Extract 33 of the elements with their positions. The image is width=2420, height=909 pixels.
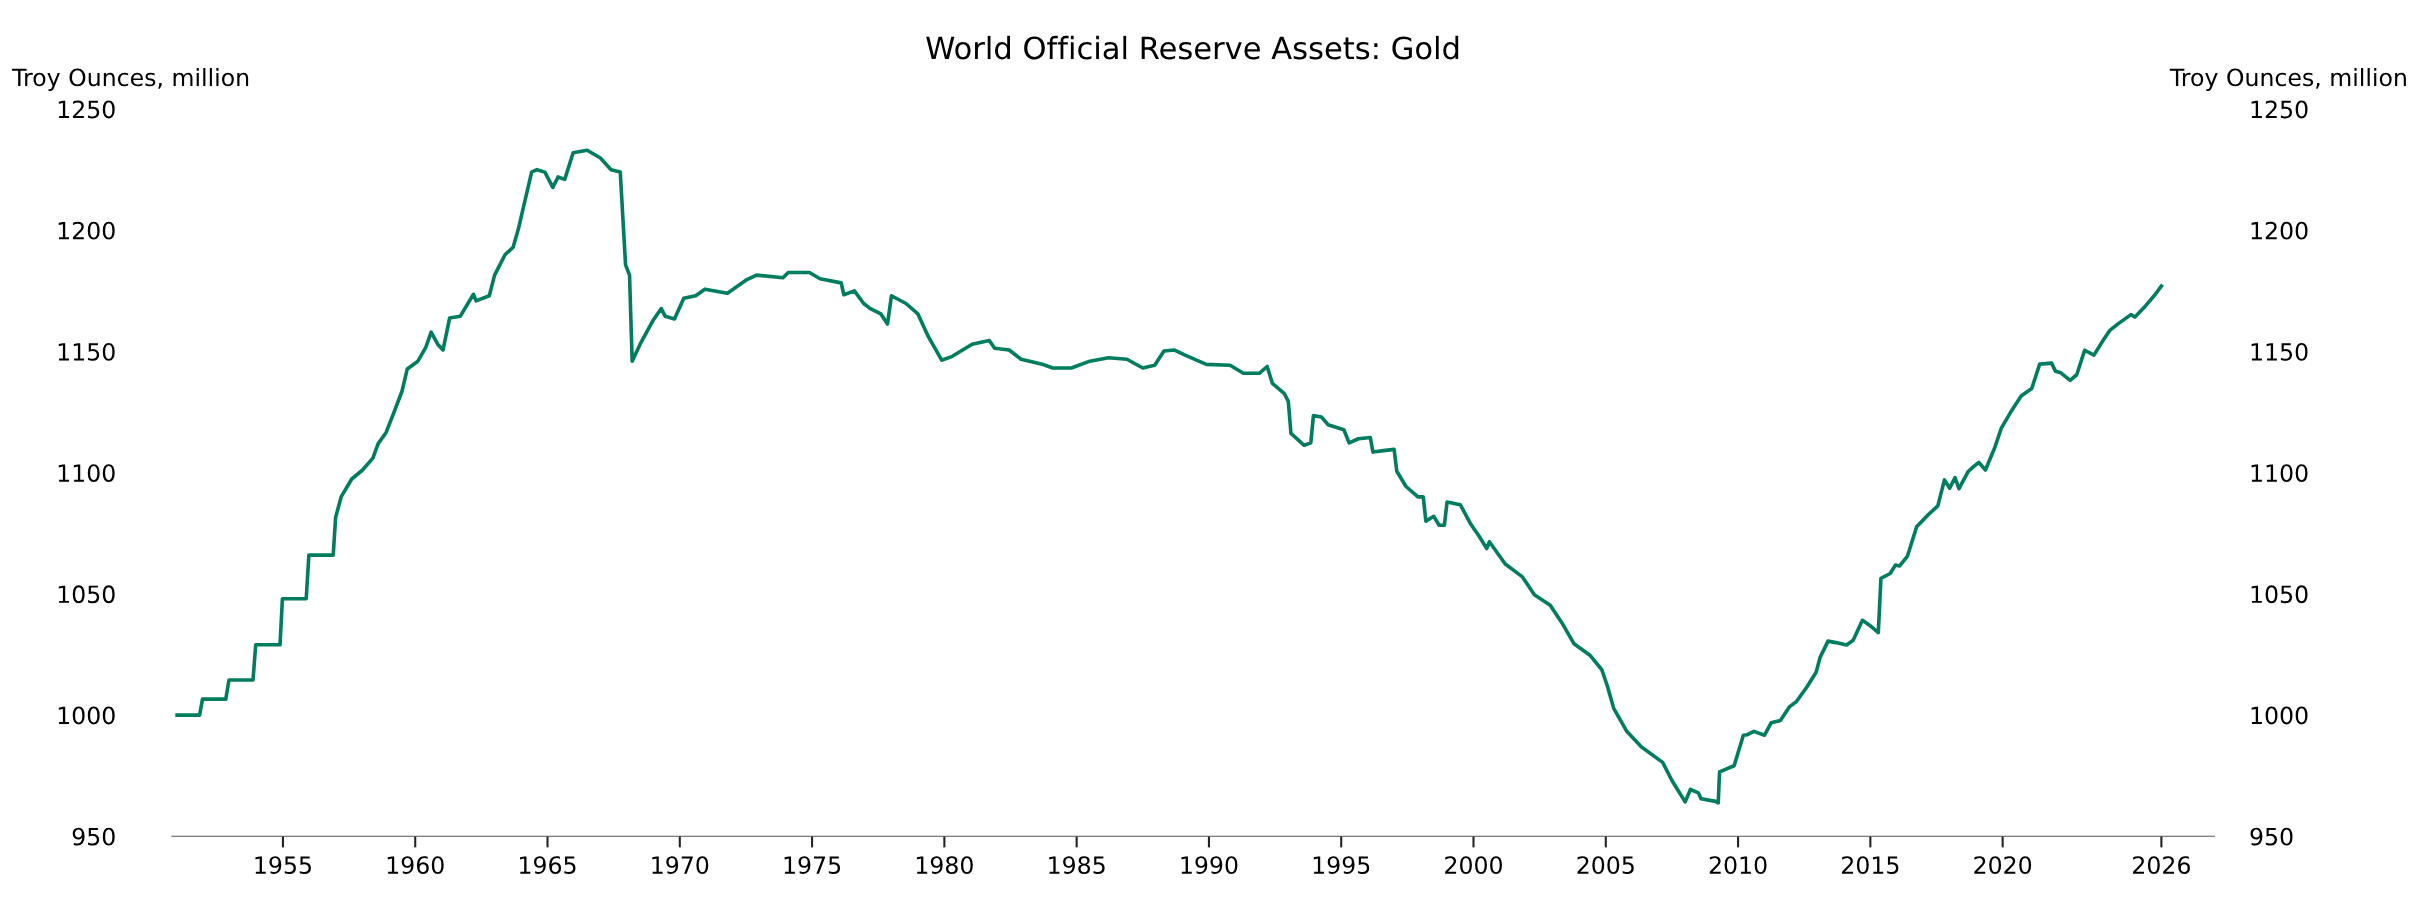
x-tick-label: 1985 bbox=[1049, 856, 1105, 874]
x-tick-label: 1980 bbox=[916, 856, 973, 874]
x-tick-label: 1960 bbox=[387, 856, 444, 874]
x-tick-label: 1955 bbox=[255, 856, 311, 874]
y2-tick-label: 1000 bbox=[2251, 706, 2308, 725]
y-axis-title: Troy Ounces, million bbox=[12, 68, 249, 91]
x-tick-label: 1975 bbox=[784, 856, 841, 874]
y2-tick-label: 1250 bbox=[2251, 100, 2308, 119]
y-tick-label: 1150 bbox=[58, 342, 115, 361]
x-tick-label: 1990 bbox=[1181, 856, 1238, 874]
y2-axis-title: Troy Ounces, million bbox=[2169, 68, 2406, 91]
y-tick-label: 1050 bbox=[58, 585, 115, 604]
x-tick-label: 2015 bbox=[1842, 856, 1899, 874]
y2-tick-label: 1100 bbox=[2251, 464, 2308, 482]
y2-tick-label: 1200 bbox=[2251, 221, 2308, 240]
y-tick-label: 1250 bbox=[58, 100, 115, 119]
y2-tick-label: 1050 bbox=[2251, 585, 2308, 604]
x-tick-label: 1965 bbox=[520, 856, 576, 874]
x-tick-label: 1970 bbox=[652, 856, 709, 874]
x-tick-label: 1995 bbox=[1313, 856, 1370, 874]
y-tick-label: 1000 bbox=[58, 706, 115, 725]
y-tick-label: 1200 bbox=[58, 221, 115, 240]
y2-tick-label: 950 bbox=[2250, 827, 2293, 846]
x-tick-label: 2020 bbox=[1974, 856, 2032, 874]
x-tick-label: 2026 bbox=[2133, 856, 2190, 874]
x-tick-label: 2000 bbox=[1445, 856, 1502, 874]
y-tick-label: 1100 bbox=[58, 464, 115, 482]
x-tick-label: 2010 bbox=[1709, 856, 1767, 874]
chart-title: World Official Reserve Assets: Gold bbox=[926, 35, 1459, 60]
line-series bbox=[175, 148, 2164, 805]
x-tick-label: 2005 bbox=[1577, 856, 1634, 874]
y-tick-label: 950 bbox=[72, 827, 115, 846]
y2-tick-label: 1150 bbox=[2251, 342, 2308, 361]
